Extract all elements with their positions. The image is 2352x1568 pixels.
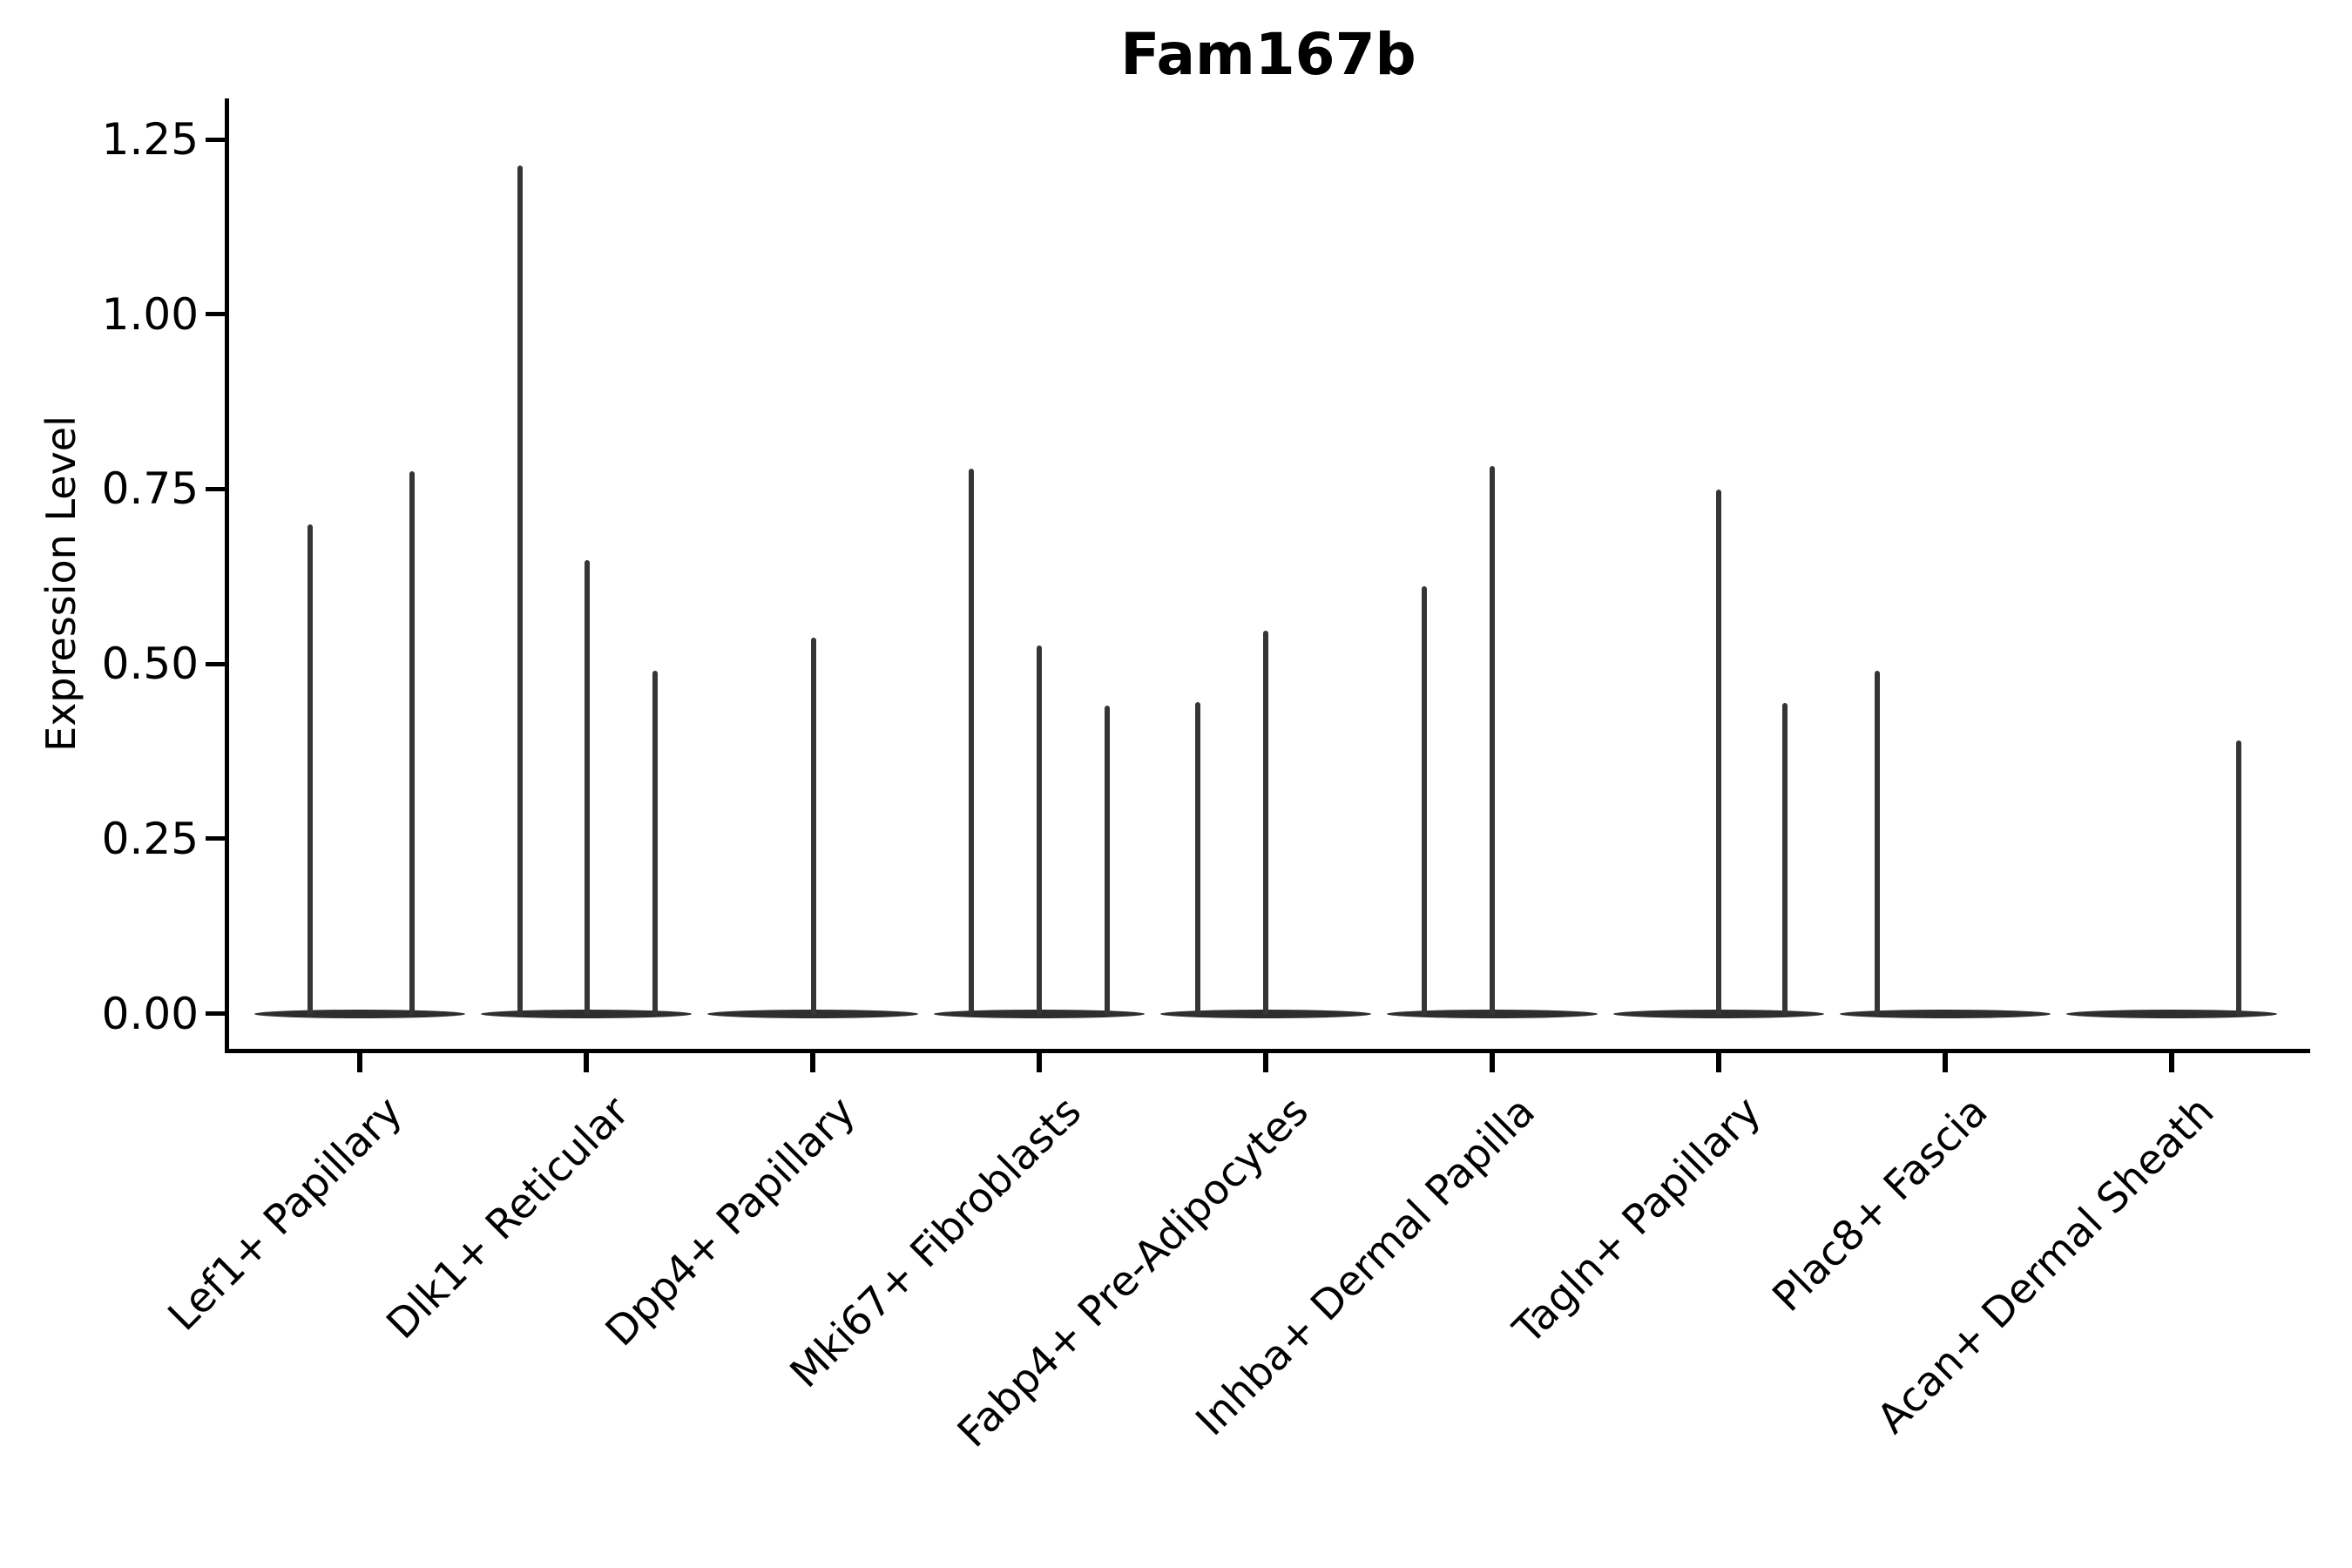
x-tick-label: Dpp4+ Papillary — [596, 1087, 865, 1356]
y-tick — [206, 137, 225, 142]
y-tick-label: 0.50 — [101, 639, 199, 690]
x-tick — [1263, 1053, 1268, 1072]
violin-spike — [585, 560, 590, 1016]
y-axis-spine — [225, 98, 229, 1053]
x-tick — [584, 1053, 589, 1072]
violin-spike — [811, 637, 816, 1016]
y-tick-label: 0.00 — [101, 988, 199, 1039]
x-tick-label: Lef1+ Papillary — [159, 1087, 412, 1341]
x-tick — [1943, 1053, 1948, 1072]
violin-spike — [1782, 703, 1788, 1016]
violin-spike — [2236, 740, 2241, 1016]
x-tick-label: Tagln+ Papillary — [1504, 1087, 1771, 1354]
violin-spike — [517, 165, 523, 1016]
x-tick-label: Plac8+ Fascia — [1763, 1087, 1997, 1321]
y-tick-label: 1.00 — [101, 288, 199, 340]
y-tick — [206, 312, 225, 317]
y-tick-label: 0.75 — [101, 463, 199, 515]
x-axis-spine — [225, 1049, 2310, 1053]
y-tick-label: 0.25 — [101, 813, 199, 864]
violin-spike — [409, 471, 415, 1016]
y-tick — [206, 661, 225, 666]
y-tick-label: 1.25 — [101, 114, 199, 165]
violin-spike — [652, 671, 658, 1016]
x-tick — [2169, 1053, 2174, 1072]
x-tick — [357, 1053, 362, 1072]
violin-spike — [1037, 645, 1042, 1016]
x-tick-label: Dlk1+ Reticular — [377, 1087, 639, 1349]
chart-title: Fam167b — [1120, 21, 1416, 88]
violin-spike — [1422, 585, 1427, 1016]
x-tick — [810, 1053, 815, 1072]
violin-spike — [1195, 702, 1200, 1016]
violin-body — [1840, 1009, 2051, 1018]
x-tick — [1490, 1053, 1495, 1072]
x-tick — [1716, 1053, 1721, 1072]
y-tick — [206, 486, 225, 491]
violin-spike — [969, 469, 974, 1016]
violin-spike — [308, 524, 313, 1016]
violin-spike — [1490, 465, 1495, 1016]
violin-spike — [1105, 706, 1110, 1016]
violin-spike — [1716, 490, 1721, 1016]
y-tick — [206, 836, 225, 841]
violin-body — [2066, 1009, 2277, 1018]
violin-spike — [1875, 671, 1880, 1016]
violin-spike — [1263, 630, 1268, 1016]
x-tick — [1037, 1053, 1042, 1072]
violin-body — [254, 1009, 465, 1018]
y-tick — [206, 1011, 225, 1016]
